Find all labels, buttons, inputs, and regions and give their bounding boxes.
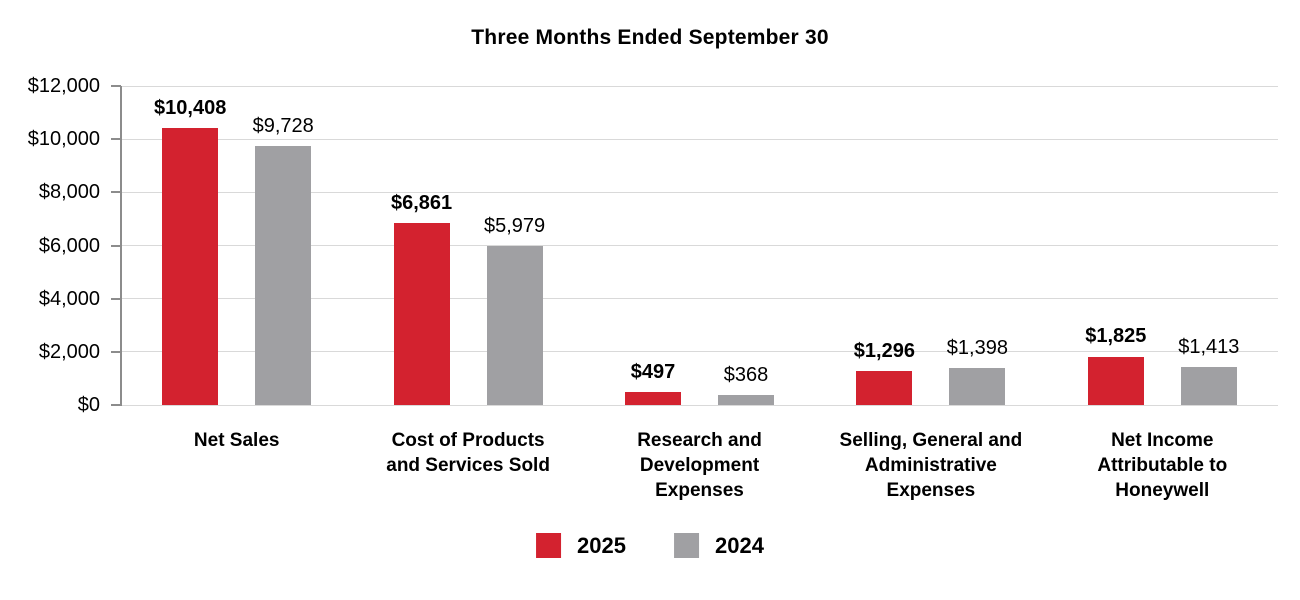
legend-item-2024: 2024	[674, 533, 764, 558]
bar-2025-4	[1087, 356, 1144, 405]
gridline-2000	[121, 351, 1278, 353]
bar-value-label: $1,413	[1178, 336, 1240, 359]
bar-value-label: $9,728	[252, 115, 314, 138]
legend-swatch-2025	[536, 533, 562, 558]
y-tick-8000	[111, 191, 121, 194]
plot-area: $10,408 $9,728 $6,861 $5,979 $497 $368 $1,296 $…	[121, 85, 1278, 406]
gridline-8000	[121, 191, 1278, 193]
y-tick-label: $10,000	[27, 128, 100, 151]
y-tick-label: $4,000	[38, 287, 100, 310]
y-tick-0	[111, 404, 121, 406]
bar-2025-2	[625, 391, 681, 405]
bar-value-label: $1,825	[1085, 325, 1147, 348]
gridline-0	[121, 404, 1278, 406]
y-tick-6000	[111, 244, 121, 247]
y-tick-10000	[111, 138, 121, 141]
bar-value-label: $10,408	[154, 97, 227, 120]
chart-title: Three Months Ended September 30	[471, 26, 829, 49]
y-tick-4000	[111, 297, 121, 300]
y-tick-label: $0	[77, 394, 100, 416]
bar-2024-0	[255, 146, 312, 405]
gridline-12000	[121, 85, 1278, 87]
y-tick-2000	[111, 350, 121, 353]
bar-value-label: $6,861	[391, 191, 453, 214]
bar-value-label: $497	[630, 360, 676, 383]
bar-value-label: $368	[723, 364, 769, 387]
gridline-6000	[121, 245, 1278, 246]
bar-value-label: $1,398	[946, 336, 1008, 359]
bar-2024-3	[949, 367, 1006, 405]
bar-2024-4	[1180, 367, 1237, 405]
category-label-2: Research and Development Expenses	[637, 430, 762, 501]
legend-swatch-2024	[674, 533, 699, 558]
gridline-4000	[121, 298, 1278, 300]
category-label-3: Selling, General and Administrative Expe…	[839, 430, 1023, 501]
bar-2024-2	[718, 395, 774, 405]
bar-value-label: $1,296	[853, 339, 915, 362]
y-tick-label: $8,000	[38, 181, 100, 204]
y-tick-label: $2,000	[38, 340, 100, 363]
category-label-0: Net Sales	[193, 430, 280, 451]
legend-label-2024: 2024	[715, 533, 764, 558]
legend-label-2025: 2025	[577, 533, 626, 558]
bar-2024-1	[486, 246, 543, 405]
legend-item-2025: 2025	[536, 533, 626, 558]
bar-2025-3	[856, 370, 913, 405]
y-axis-line	[120, 86, 122, 406]
category-label-4: Net Income Attributable to Honeywell	[1097, 430, 1228, 501]
y-tick-12000	[111, 85, 121, 87]
bar-2025-1	[393, 222, 450, 405]
y-tick-label: $12,000	[27, 75, 100, 97]
bar-2025-0	[162, 128, 219, 405]
gridline-10000	[121, 138, 1278, 140]
y-tick-label: $6,000	[38, 234, 100, 257]
category-label-1: Cost of Products and Services Sold	[386, 430, 550, 476]
bar-value-label: $5,979	[484, 215, 546, 238]
legend: 2025 2024	[536, 533, 764, 558]
